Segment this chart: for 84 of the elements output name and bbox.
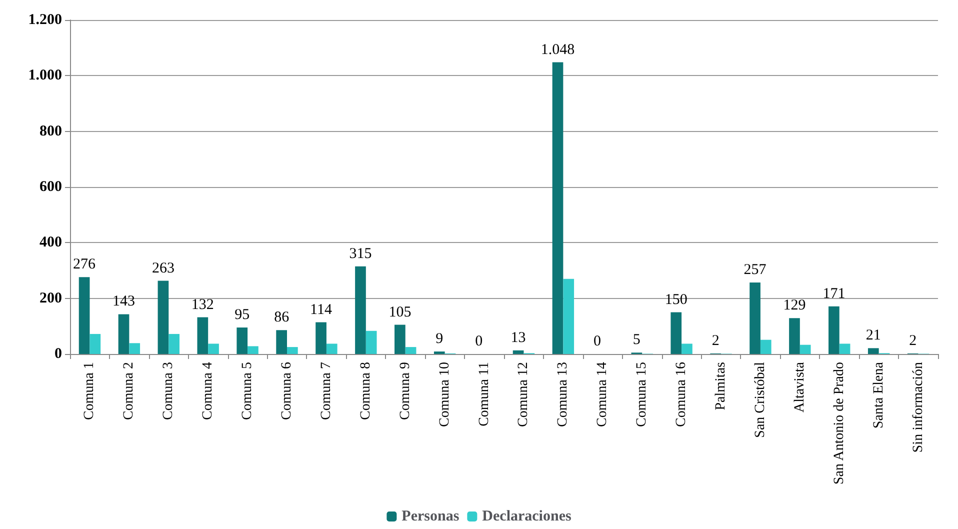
data-label: 5	[632, 332, 640, 348]
bar	[236, 328, 248, 354]
data-label: 132	[191, 296, 214, 313]
x-tick-label: Comuna 15	[634, 362, 650, 427]
x-tick-label: Altavista	[792, 361, 808, 413]
x-tick-label: Sin información	[910, 362, 926, 453]
y-tick-label: 800	[40, 123, 62, 140]
y-tick-label: 1.000	[28, 68, 62, 84]
bar	[800, 344, 811, 354]
bar	[90, 334, 101, 354]
data-label: 263	[152, 260, 174, 276]
data-label: 315	[349, 246, 372, 262]
x-tick-label: Comuna 5	[240, 362, 256, 420]
x-tick-label: Comuna 1	[82, 362, 98, 420]
data-label: 95	[234, 307, 250, 324]
y-tick-label: 400	[40, 234, 62, 251]
x-tick-label: Comuna 6	[280, 362, 294, 420]
x-tick-label: Comuna 2	[122, 362, 137, 420]
data-label: 143	[112, 294, 136, 310]
bar	[434, 351, 445, 354]
x-tick-label: Comuna 12	[516, 362, 532, 427]
data-label: 2	[909, 332, 917, 349]
data-label: 150	[664, 292, 688, 308]
data-label: 171	[822, 286, 846, 302]
x-tick-label: Comuna 4	[200, 362, 216, 420]
bar	[552, 62, 564, 354]
x-tick-label: Palmitas	[714, 362, 728, 410]
x-tick-label: San Antonio de Prado	[832, 362, 847, 484]
bar	[248, 346, 258, 354]
bar	[129, 343, 140, 354]
legend-label: Declaraciones	[482, 508, 572, 524]
data-label: 1.048	[540, 42, 575, 58]
x-tick-label: Comuna 11	[476, 362, 492, 426]
bar	[750, 282, 760, 354]
x-tick-label: Comuna 3	[161, 362, 176, 420]
x-tick-label: Comuna 7	[318, 362, 334, 420]
x-tick-label: Santa Elena	[871, 361, 886, 428]
data-label: 13	[510, 330, 526, 346]
bar	[670, 312, 682, 354]
bar	[789, 318, 800, 354]
data-label: 2	[712, 332, 720, 349]
data-label: 86	[274, 310, 290, 326]
data-label: 105	[388, 304, 412, 320]
bar	[512, 350, 524, 354]
data-label: 9	[436, 330, 444, 347]
bar	[78, 277, 90, 354]
bar	[158, 280, 169, 354]
bar	[828, 306, 840, 354]
data-label: 276	[73, 256, 96, 273]
bar	[355, 266, 366, 354]
y-tick-label: 200	[40, 290, 62, 306]
y-tick-label: 600	[40, 179, 62, 195]
x-tick-label: Comuna 10	[437, 362, 452, 427]
bar	[118, 314, 130, 354]
y-tick-label: 1.200	[28, 12, 62, 28]
x-tick-label: Comuna 9	[398, 362, 413, 420]
bar	[316, 322, 326, 354]
x-tick-label: Comuna 8	[358, 362, 374, 420]
legend-label: Personas	[402, 508, 460, 524]
bar	[326, 344, 338, 354]
x-tick-label: San Cristóbal	[752, 362, 768, 438]
bar	[839, 344, 850, 354]
bar	[563, 278, 574, 354]
x-tick-label: Comuna 13	[556, 362, 571, 427]
bar	[168, 334, 180, 354]
data-label: 257	[744, 262, 767, 278]
data-label: 129	[783, 298, 806, 314]
bar	[208, 344, 219, 354]
bar	[394, 324, 406, 354]
y-tick-label: 0	[54, 346, 62, 362]
x-tick-label: Comuna 16	[674, 362, 690, 427]
data-label: 0	[475, 334, 483, 350]
data-label: 114	[310, 302, 332, 318]
x-tick-label: Comuna 14	[595, 362, 610, 427]
bar	[405, 347, 416, 354]
bar	[366, 330, 377, 354]
data-label: 21	[866, 328, 881, 344]
bar	[276, 330, 287, 354]
data-label: 0	[593, 334, 601, 350]
bar	[760, 340, 772, 354]
bar	[682, 344, 692, 354]
bar	[197, 317, 208, 354]
bar	[287, 347, 298, 354]
bar	[868, 348, 879, 354]
